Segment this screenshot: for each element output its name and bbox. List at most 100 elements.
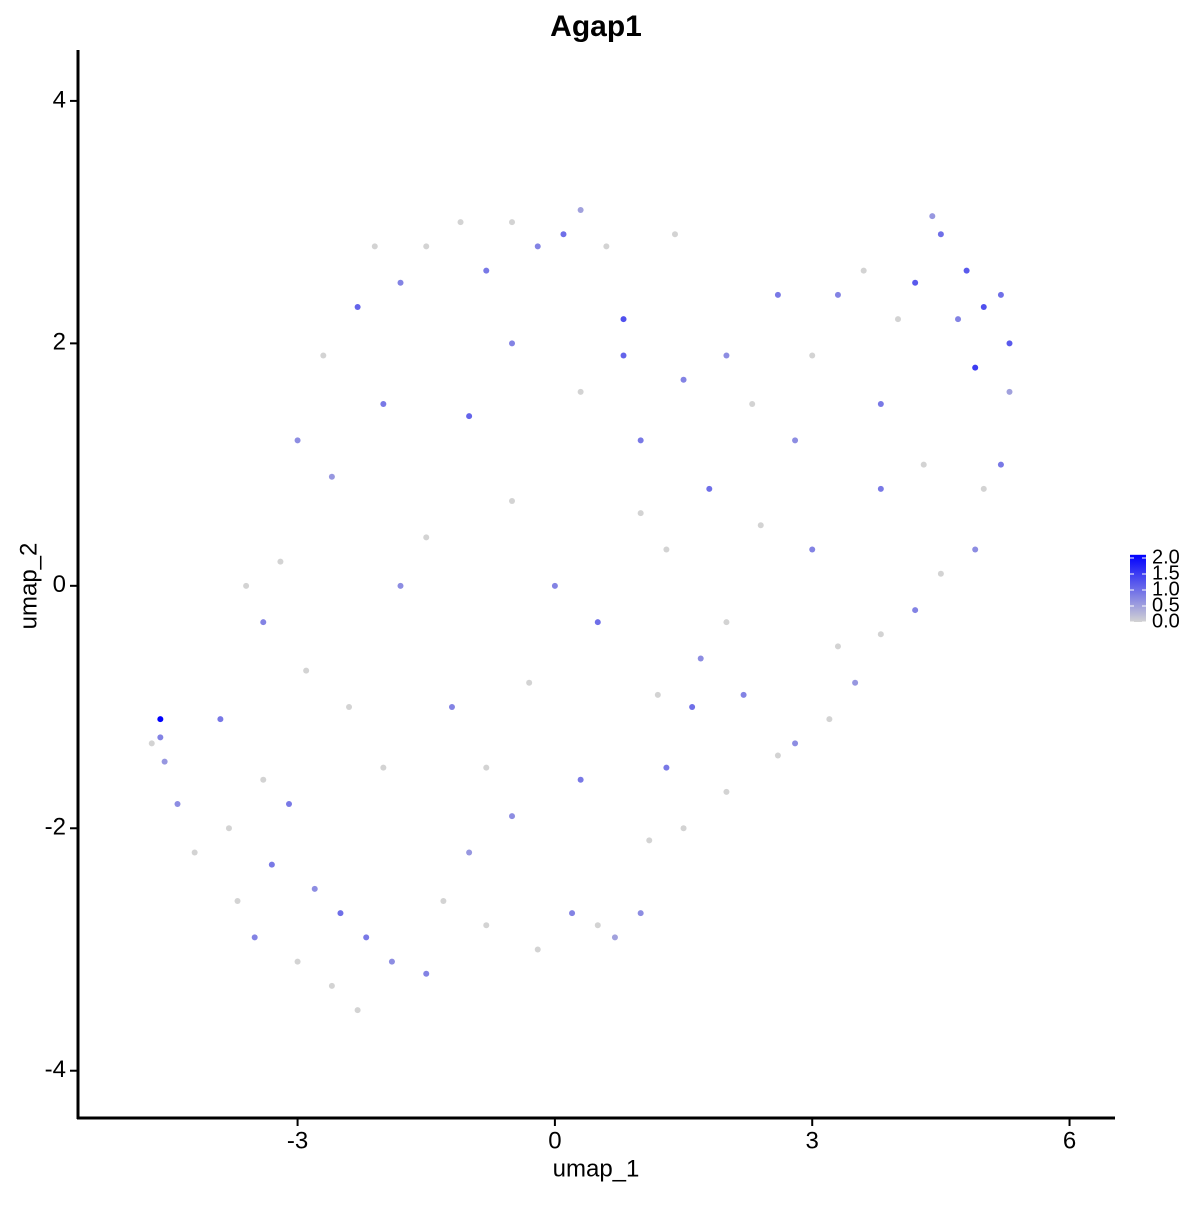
cell-point <box>577 207 584 214</box>
cell-point <box>877 631 884 638</box>
cell-point <box>440 898 447 905</box>
cell-point <box>955 316 962 323</box>
cell-point <box>286 801 293 808</box>
x-tick-label: 3 <box>806 1127 819 1154</box>
cell-point <box>277 558 284 565</box>
cell-point <box>980 485 987 492</box>
cell-point <box>466 849 473 856</box>
cell-point <box>157 734 164 741</box>
cell-point <box>809 546 816 553</box>
y-tick-label: -4 <box>45 1056 66 1083</box>
cell-point <box>354 303 361 310</box>
cell-point <box>371 243 378 250</box>
cell-point <box>1006 388 1013 395</box>
y-axis-label: umap_2 <box>15 543 42 630</box>
cell-point <box>680 825 687 832</box>
cell-point <box>792 437 799 444</box>
color-tick-label: 2.0 <box>1152 546 1180 568</box>
y-tick-label: -2 <box>45 814 66 841</box>
cell-point <box>577 776 584 783</box>
cell-point <box>294 437 301 444</box>
cell-point <box>877 400 884 407</box>
cell-point <box>483 267 490 274</box>
cell-point <box>937 570 944 577</box>
cell-point <box>303 667 310 674</box>
cell-point <box>637 437 644 444</box>
cell-point <box>997 291 1004 298</box>
cell-point <box>594 619 601 626</box>
cell-point <box>534 946 541 953</box>
cell-point <box>697 655 704 662</box>
cell-point <box>234 898 241 905</box>
cell-point <box>860 267 867 274</box>
cell-point <box>328 473 335 480</box>
x-tick-label: -3 <box>287 1127 308 1154</box>
chart-title: Agap1 <box>550 10 642 43</box>
cell-point <box>689 704 696 711</box>
cell-point <box>894 316 901 323</box>
cell-point <box>980 303 987 310</box>
cell-point <box>937 231 944 238</box>
cell-point <box>663 764 670 771</box>
color-bar <box>1130 554 1146 622</box>
cell-point <box>611 934 618 941</box>
cell-point <box>577 388 584 395</box>
cell-point <box>346 704 353 711</box>
cell-point <box>620 316 627 323</box>
cell-point <box>997 461 1004 468</box>
cell-point <box>929 213 936 220</box>
cell-point <box>354 1007 361 1014</box>
cell-point <box>380 764 387 771</box>
cell-point <box>620 352 627 359</box>
y-tick-label: 0 <box>53 571 66 598</box>
cell-point <box>834 291 841 298</box>
cell-point <box>972 364 979 371</box>
cell-point <box>217 716 224 723</box>
cell-point <box>912 279 919 286</box>
cell-point <box>337 910 344 917</box>
cell-point <box>852 679 859 686</box>
cell-point <box>826 716 833 723</box>
cell-point <box>380 400 387 407</box>
cell-point <box>526 679 533 686</box>
cell-point <box>397 279 404 286</box>
cell-point <box>260 619 267 626</box>
cell-point <box>792 740 799 747</box>
cell-point <box>963 267 970 274</box>
cell-point <box>483 922 490 929</box>
cell-point <box>912 607 919 614</box>
x-axis-label: umap_1 <box>553 1155 640 1182</box>
cell-point <box>654 691 661 698</box>
cell-point <box>363 934 370 941</box>
cell-point <box>423 243 430 250</box>
cell-point <box>972 546 979 553</box>
cell-point <box>311 885 318 892</box>
color-tick-label: 0.0 <box>1152 610 1180 632</box>
cell-point <box>225 825 232 832</box>
cell-point <box>551 582 558 589</box>
x-tick-label: 0 <box>548 1127 561 1154</box>
cell-point <box>243 582 250 589</box>
color-tick-label: 1.0 <box>1152 578 1180 600</box>
cell-point <box>466 413 473 420</box>
cell-point <box>423 534 430 541</box>
cell-point <box>1006 340 1013 347</box>
cell-point <box>251 934 258 941</box>
cell-point <box>483 764 490 771</box>
color-tick-label: 0.5 <box>1152 594 1180 616</box>
y-tick-label: 4 <box>53 86 66 113</box>
cell-point <box>569 910 576 917</box>
x-tick-label: 6 <box>1063 1127 1076 1154</box>
cell-point <box>388 958 395 965</box>
color-tick-label: 1.5 <box>1152 562 1180 584</box>
cell-point <box>509 340 516 347</box>
cell-point <box>509 497 516 504</box>
cell-point <box>294 958 301 965</box>
cell-point <box>603 243 610 250</box>
cell-point <box>671 231 678 238</box>
cell-point <box>174 801 181 808</box>
cell-point <box>920 461 927 468</box>
cell-point <box>457 219 464 226</box>
cell-point <box>423 970 430 977</box>
